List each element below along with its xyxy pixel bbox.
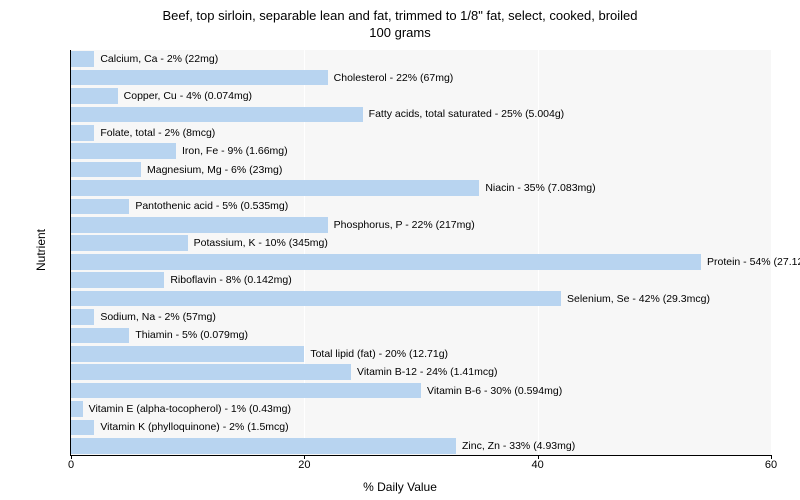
nutrient-label: Total lipid (fat) - 20% (12.71g): [310, 348, 448, 360]
nutrient-bar: [71, 162, 141, 178]
nutrient-label: Vitamin B-12 - 24% (1.41mcg): [357, 366, 497, 378]
bar-row: Total lipid (fat) - 20% (12.71g): [71, 346, 771, 362]
nutrient-label: Sodium, Na - 2% (57mg): [100, 311, 216, 323]
bar-row: Protein - 54% (27.12g): [71, 254, 771, 270]
bar-row: Magnesium, Mg - 6% (23mg): [71, 162, 771, 178]
bar-row: Cholesterol - 22% (67mg): [71, 70, 771, 86]
x-axis-label: % Daily Value: [0, 480, 800, 494]
x-tick-label: 60: [765, 459, 777, 471]
nutrient-label: Vitamin E (alpha-tocopherol) - 1% (0.43m…: [89, 403, 291, 415]
title-line-1: Beef, top sirloin, separable lean and fa…: [162, 8, 637, 23]
bar-row: Pantothenic acid - 5% (0.535mg): [71, 199, 771, 215]
nutrient-bar: [71, 70, 328, 86]
bar-row: Fatty acids, total saturated - 25% (5.00…: [71, 107, 771, 123]
nutrient-label: Niacin - 35% (7.083mg): [485, 182, 595, 194]
nutrient-label: Protein - 54% (27.12g): [707, 256, 800, 268]
nutrient-bar: [71, 88, 118, 104]
nutrient-bar: [71, 364, 351, 380]
bar-row: Vitamin B-12 - 24% (1.41mcg): [71, 364, 771, 380]
bar-row: Niacin - 35% (7.083mg): [71, 180, 771, 196]
nutrient-label: Fatty acids, total saturated - 25% (5.00…: [369, 108, 565, 120]
nutrient-label: Riboflavin - 8% (0.142mg): [170, 274, 291, 286]
nutrient-label: Pantothenic acid - 5% (0.535mg): [135, 200, 288, 212]
nutrient-bar: [71, 291, 561, 307]
nutrient-bar: [71, 420, 94, 436]
bar-row: Vitamin B-6 - 30% (0.594mg): [71, 383, 771, 399]
plot-area: 0204060Calcium, Ca - 2% (22mg)Cholestero…: [70, 50, 771, 456]
nutrient-bar: [71, 328, 129, 344]
nutrient-label: Vitamin B-6 - 30% (0.594mg): [427, 385, 562, 397]
nutrient-label: Magnesium, Mg - 6% (23mg): [147, 164, 282, 176]
nutrient-label: Thiamin - 5% (0.079mg): [135, 329, 248, 341]
nutrient-label: Potassium, K - 10% (345mg): [194, 237, 328, 249]
bar-row: Selenium, Se - 42% (29.3mcg): [71, 291, 771, 307]
gridline: [771, 50, 772, 455]
nutrient-bar: [71, 125, 94, 141]
nutrient-label: Zinc, Zn - 33% (4.93mg): [462, 440, 575, 452]
nutrient-label: Phosphorus, P - 22% (217mg): [334, 219, 475, 231]
nutrient-label: Folate, total - 2% (8mcg): [100, 127, 215, 139]
nutrient-bar: [71, 383, 421, 399]
x-tick-label: 20: [298, 459, 310, 471]
nutrient-bar: [71, 272, 164, 288]
nutrient-bar: [71, 401, 83, 417]
y-axis-label: Nutrient: [34, 229, 48, 271]
nutrient-label: Vitamin K (phylloquinone) - 2% (1.5mcg): [100, 421, 288, 433]
bar-row: Iron, Fe - 9% (1.66mg): [71, 143, 771, 159]
bar-row: Folate, total - 2% (8mcg): [71, 125, 771, 141]
x-tick-label: 40: [532, 459, 544, 471]
nutrient-bar: [71, 199, 129, 215]
title-line-2: 100 grams: [369, 25, 430, 40]
nutrient-bar: [71, 346, 304, 362]
bar-row: Potassium, K - 10% (345mg): [71, 235, 771, 251]
bar-row: Sodium, Na - 2% (57mg): [71, 309, 771, 325]
nutrition-chart: Beef, top sirloin, separable lean and fa…: [0, 0, 800, 500]
nutrient-bar: [71, 254, 701, 270]
nutrient-bar: [71, 235, 188, 251]
bar-row: Phosphorus, P - 22% (217mg): [71, 217, 771, 233]
nutrient-bar: [71, 143, 176, 159]
bar-row: Zinc, Zn - 33% (4.93mg): [71, 438, 771, 454]
nutrient-label: Cholesterol - 22% (67mg): [334, 72, 454, 84]
nutrient-label: Copper, Cu - 4% (0.074mg): [124, 90, 252, 102]
bar-row: Vitamin K (phylloquinone) - 2% (1.5mcg): [71, 420, 771, 436]
bar-row: Copper, Cu - 4% (0.074mg): [71, 88, 771, 104]
nutrient-bar: [71, 438, 456, 454]
nutrient-label: Selenium, Se - 42% (29.3mcg): [567, 293, 710, 305]
bar-row: Vitamin E (alpha-tocopherol) - 1% (0.43m…: [71, 401, 771, 417]
x-tick-label: 0: [68, 459, 74, 471]
nutrient-bar: [71, 217, 328, 233]
bar-row: Calcium, Ca - 2% (22mg): [71, 51, 771, 67]
chart-title: Beef, top sirloin, separable lean and fa…: [0, 0, 800, 42]
bar-row: Thiamin - 5% (0.079mg): [71, 328, 771, 344]
nutrient-bar: [71, 180, 479, 196]
nutrient-bar: [71, 107, 363, 123]
nutrient-bar: [71, 309, 94, 325]
nutrient-bar: [71, 51, 94, 67]
nutrient-label: Iron, Fe - 9% (1.66mg): [182, 145, 288, 157]
bar-row: Riboflavin - 8% (0.142mg): [71, 272, 771, 288]
nutrient-label: Calcium, Ca - 2% (22mg): [100, 53, 218, 65]
